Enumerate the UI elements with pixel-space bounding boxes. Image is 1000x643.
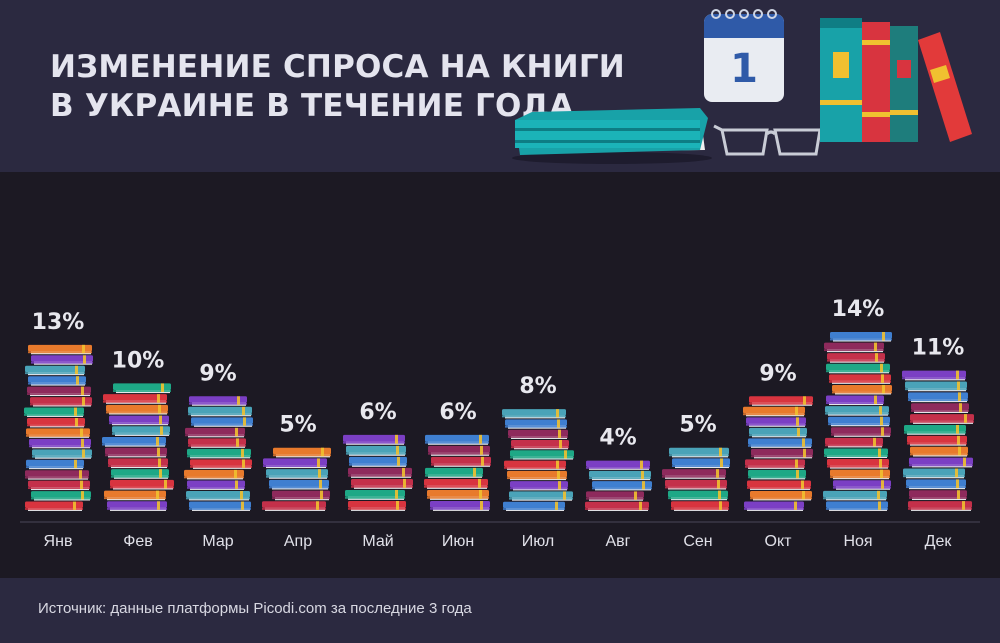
bar-Мар	[184, 396, 253, 511]
bar-Июл	[502, 409, 574, 511]
header: ИЗМЕНЕНИЕ СПРОСА НА КНИГИ В УКРАИНЕ В ТЕ…	[0, 0, 1000, 172]
glasses-icon	[713, 124, 829, 156]
calendar-icon: 1	[704, 9, 784, 102]
value-label-Окт: 9%	[759, 361, 796, 386]
bar-Апр	[262, 447, 331, 511]
value-label-Май: 6%	[359, 400, 396, 425]
header-illustration: 1	[512, 9, 972, 164]
value-label-Ноя: 14%	[832, 297, 885, 322]
source-note: Источник: данные платформы Picodi.com за…	[38, 600, 472, 617]
bar-Авг	[585, 460, 652, 511]
value-label-Июн: 6%	[439, 400, 476, 425]
month-label-Фев: Фев	[123, 533, 153, 550]
book-demand-chart: 13% Янв 10% Фев 9% Мар 5% Апр 6% Май 6% Июн 8% Июл 4% А…	[20, 297, 980, 550]
month-label-Дек: Дек	[925, 533, 953, 550]
bar-Май	[343, 434, 413, 511]
page-title: ИЗМЕНЕНИЕ СПРОСА НА КНИГИ В УКРАИНЕ В ТЕ…	[50, 48, 625, 126]
month-label-Мар: Мар	[202, 533, 233, 550]
value-label-Апр: 5%	[279, 413, 316, 438]
value-label-Сен: 5%	[679, 413, 716, 438]
month-label-Сен: Сен	[683, 533, 712, 550]
bar-Янв	[24, 344, 93, 511]
standing-books-icon	[820, 18, 972, 142]
value-label-Янв: 13%	[32, 310, 85, 335]
month-label-Окт: Окт	[765, 533, 793, 550]
footer: Источник: данные платформы Picodi.com за…	[0, 578, 1000, 643]
bar-Сен	[662, 447, 730, 511]
bar-Ноя	[823, 332, 892, 511]
title-line-2: В УКРАИНЕ В ТЕЧЕНИЕ ГОДА	[50, 88, 574, 124]
value-label-Фев: 10%	[112, 348, 165, 373]
month-label-Май: Май	[362, 533, 393, 550]
lying-book-icon	[512, 108, 712, 164]
month-label-Ноя: Ноя	[843, 533, 872, 550]
calendar-day: 1	[730, 46, 758, 92]
month-label-Июн: Июн	[442, 533, 474, 550]
title-line-1: ИЗМЕНЕНИЕ СПРОСА НА КНИГИ	[50, 49, 625, 85]
value-label-Дек: 11%	[912, 336, 965, 361]
bar-Июн	[424, 434, 491, 511]
month-label-Апр: Апр	[284, 533, 312, 550]
month-label-Янв: Янв	[44, 533, 73, 550]
bar-Дек	[902, 370, 974, 511]
value-label-Авг: 4%	[599, 426, 636, 451]
value-label-Мар: 9%	[199, 361, 236, 386]
bar-Окт	[743, 396, 813, 511]
value-label-Июл: 8%	[519, 374, 556, 399]
month-label-Авг: Авг	[605, 533, 630, 550]
bar-Фев	[102, 383, 174, 511]
month-label-Июл: Июл	[522, 533, 554, 550]
